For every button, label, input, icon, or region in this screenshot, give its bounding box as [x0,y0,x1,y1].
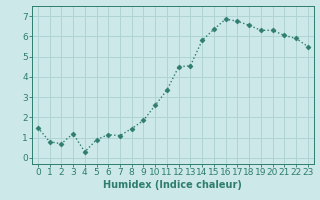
X-axis label: Humidex (Indice chaleur): Humidex (Indice chaleur) [103,180,242,190]
